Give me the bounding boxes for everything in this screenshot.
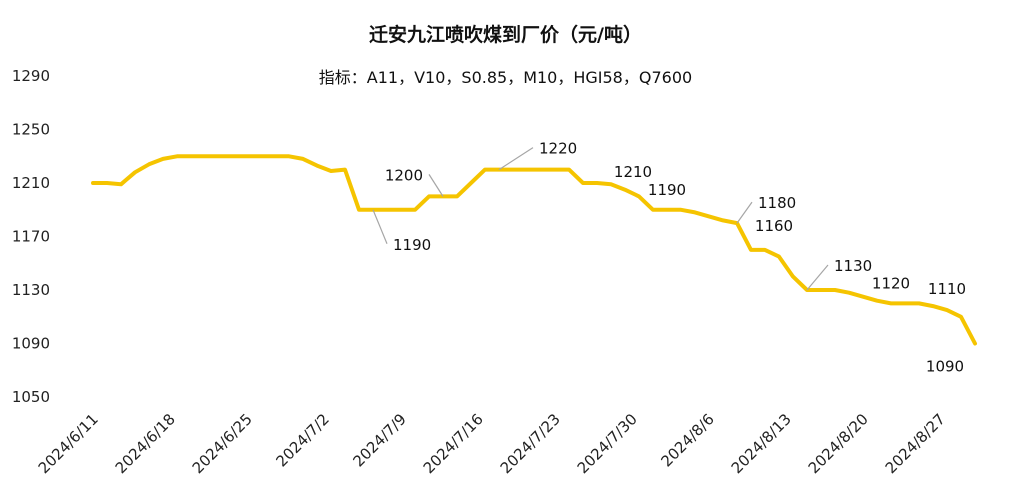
x-tick-label: 2024/7/23 <box>497 410 564 477</box>
data-label: 1210 <box>614 163 652 181</box>
y-tick-label: 1130 <box>12 281 50 299</box>
price-series-line <box>91 154 977 346</box>
x-axis-ticks: 2024/6/11 2024/6/18 2024/6/25 2024/7/2 2024/… <box>35 410 949 477</box>
y-tick-label: 1290 <box>12 67 50 85</box>
x-tick-label: 2024/6/25 <box>189 410 256 477</box>
x-tick-label: 2024/7/30 <box>574 410 641 477</box>
label-leader-line <box>806 264 829 291</box>
y-tick-label: 1090 <box>12 335 50 353</box>
y-tick-label: 1250 <box>12 121 50 139</box>
label-leader-line <box>736 201 753 224</box>
label-leader-line <box>428 174 444 197</box>
label-leader-line <box>372 209 388 244</box>
x-tick-label: 2024/8/13 <box>728 410 795 477</box>
x-tick-label: 2024/6/18 <box>112 410 179 477</box>
x-tick-label: 2024/8/6 <box>657 410 717 470</box>
label-leader-line <box>498 147 534 171</box>
data-label: 1110 <box>928 280 966 298</box>
x-tick-label: 2024/8/27 <box>882 410 949 477</box>
data-label: 1220 <box>539 140 577 158</box>
x-tick-label: 2024/7/16 <box>420 410 487 477</box>
y-tick-label: 1210 <box>12 174 50 192</box>
y-tick-label: 1170 <box>12 228 50 246</box>
chart-subtitle: 指标：A11，V10，S0.85，M10，HGI58，Q7600 <box>318 68 693 87</box>
x-tick-label: 2024/7/9 <box>349 410 409 470</box>
data-label: 1160 <box>755 217 793 235</box>
data-label: 1190 <box>648 181 686 199</box>
data-label: 1130 <box>834 257 872 275</box>
x-tick-label: 2024/6/11 <box>35 410 102 477</box>
data-label: 1180 <box>758 194 796 212</box>
data-label: 1090 <box>926 358 964 376</box>
data-label: 1190 <box>393 236 431 254</box>
x-tick-label: 2024/7/2 <box>272 410 332 470</box>
data-label: 1120 <box>872 274 910 292</box>
y-axis-ticks: 1050 1090 1130 1170 1210 1250 1290 <box>12 67 50 406</box>
chart-title: 迁安九江喷吹煤到厂价（元/吨） <box>369 24 642 46</box>
x-tick-label: 2024/8/20 <box>805 410 872 477</box>
data-label: 1200 <box>385 166 423 184</box>
y-tick-label: 1050 <box>12 388 50 406</box>
series-lines <box>91 154 977 346</box>
